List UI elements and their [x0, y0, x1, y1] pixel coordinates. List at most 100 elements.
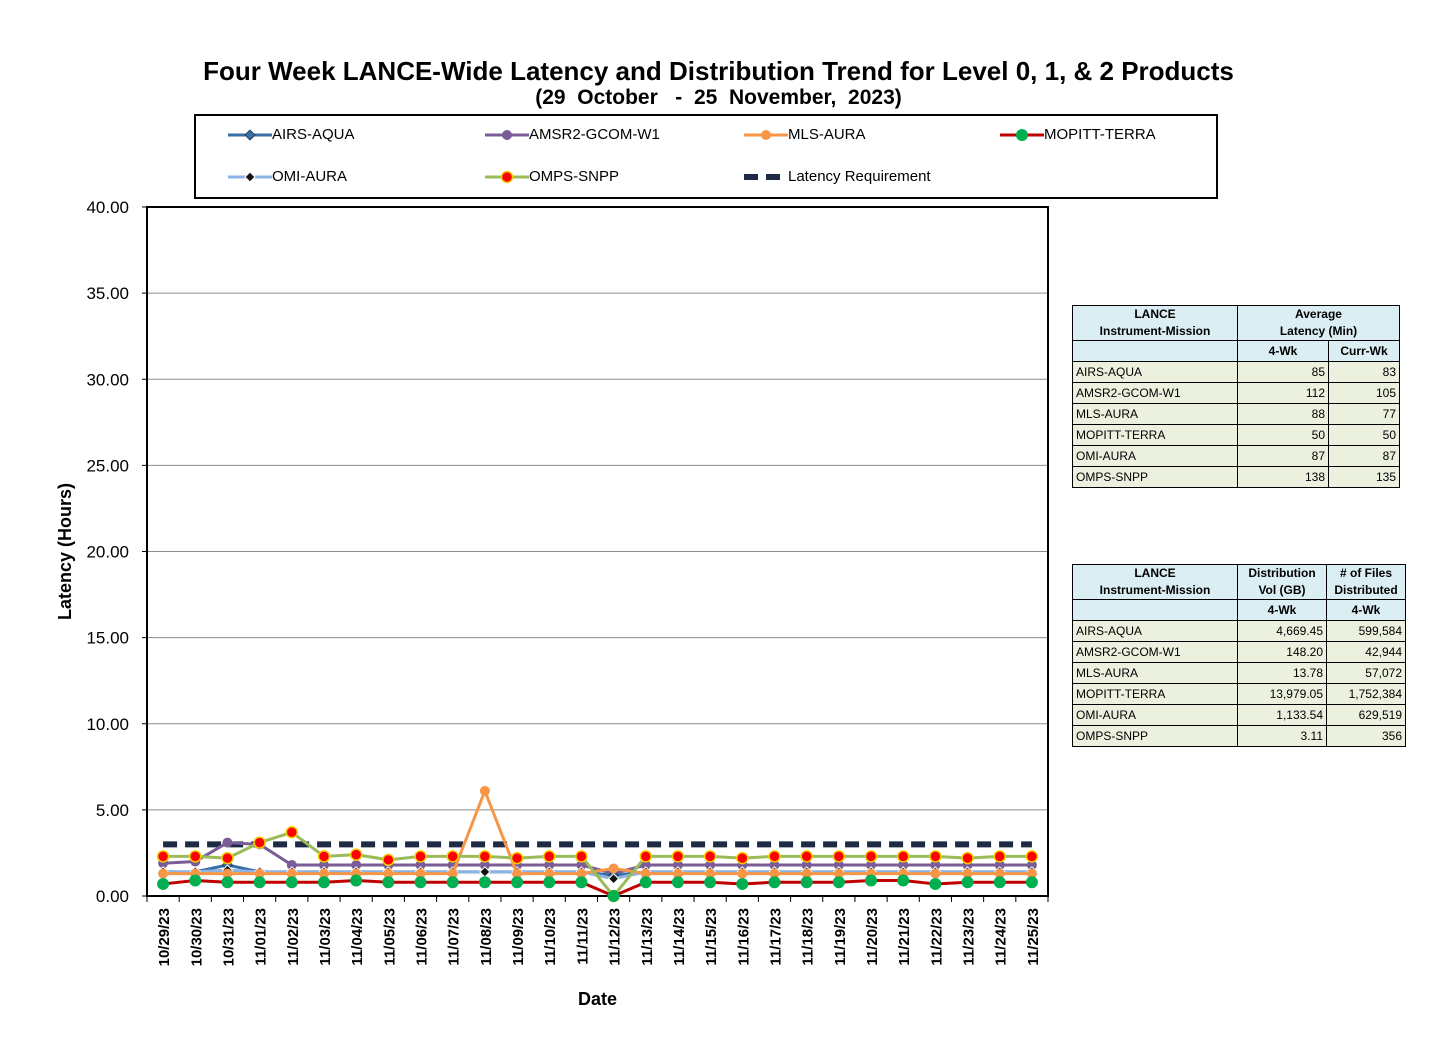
- data-point: [961, 851, 974, 865]
- series-line: [163, 830, 1032, 898]
- y-tick-label: 30.00: [86, 370, 129, 389]
- legend-label: OMI-AURA: [272, 168, 347, 185]
- instrument-cell: MLS-AURA: [1072, 662, 1238, 684]
- y-tick-label: 25.00: [86, 456, 129, 475]
- table-row: AMSR2-GCOM-W1 148.20 42,944: [1072, 641, 1406, 663]
- data-point: [382, 876, 395, 889]
- data-point: [479, 785, 490, 796]
- table-row: AIRS-AQUA 85 83: [1072, 361, 1400, 383]
- table1-header-group: Average Latency (Min): [1237, 305, 1400, 341]
- data-point: [993, 876, 1006, 889]
- data-point: [800, 850, 813, 863]
- x-tick-label: 11/17/23: [767, 908, 784, 966]
- x-tick-label: 11/16/23: [735, 908, 752, 966]
- data-point: [1025, 850, 1039, 863]
- series-line: [163, 789, 1032, 876]
- data-point: [415, 868, 426, 879]
- x-tick-label: 11/08/23: [478, 908, 495, 966]
- data-point: [703, 850, 717, 863]
- table1-header-col1: LANCE Instrument-Mission: [1072, 305, 1238, 341]
- legend-marker: [244, 171, 256, 183]
- y-tick-label: 15.00: [86, 629, 129, 648]
- data-point: [833, 859, 844, 870]
- x-tick-label: 11/11/23: [574, 908, 591, 965]
- data-point: [544, 859, 555, 870]
- legend-marker: [244, 129, 256, 141]
- data-point: [896, 850, 910, 863]
- data-point: [768, 850, 781, 863]
- data-point: [897, 874, 910, 887]
- instrument-cell: AIRS-AQUA: [1072, 620, 1238, 642]
- data-point: [446, 850, 459, 863]
- data-point: [478, 850, 492, 863]
- value-cell: 1,133.54: [1237, 704, 1327, 726]
- instrument-cell: MOPITT-TERRA: [1072, 683, 1238, 705]
- legend-label: Latency Requirement: [788, 168, 931, 185]
- data-point: [737, 868, 748, 879]
- legend-marker: [1016, 129, 1028, 141]
- value-cell: 85: [1237, 361, 1329, 383]
- instrument-cell: AMSR2-GCOM-W1: [1072, 382, 1238, 404]
- table-row: MLS-AURA 88 77: [1072, 403, 1400, 425]
- data-point: [222, 868, 233, 879]
- data-point: [575, 876, 588, 889]
- data-point: [447, 868, 458, 879]
- data-point: [510, 851, 524, 865]
- instrument-cell: OMPS-SNPP: [1072, 466, 1238, 488]
- data-point: [318, 868, 329, 879]
- data-point: [189, 874, 202, 887]
- value-cell: 629,519: [1326, 704, 1406, 726]
- data-point: [801, 868, 812, 879]
- value-cell: 42,944: [1326, 641, 1406, 663]
- value-cell: 13,979.05: [1237, 683, 1327, 705]
- chart-legend: AIRS-AQUA AMSR2-GCOM-W1 MLS-AURA MOPITT-TER…: [194, 114, 1218, 199]
- data-point: [189, 850, 202, 863]
- data-point: [158, 868, 169, 879]
- data-point: [317, 876, 330, 889]
- y-tick-label: 0.00: [96, 887, 129, 906]
- data-point: [350, 874, 363, 887]
- x-tick-label: 11/12/23: [607, 908, 624, 966]
- x-tick-label: 10/29/23: [156, 908, 173, 966]
- series-omps-snpp: [156, 826, 1039, 903]
- data-point: [222, 837, 233, 848]
- x-tick-label: 11/25/23: [1025, 908, 1042, 966]
- value-cell: 148.20: [1237, 641, 1327, 663]
- legend-label: OMPS-SNPP: [529, 168, 620, 185]
- data-point: [544, 868, 555, 879]
- series-line: [163, 841, 1032, 876]
- data-point: [993, 850, 1006, 863]
- x-axis-title: Date: [578, 989, 617, 1009]
- data-point: [671, 876, 684, 889]
- value-cell: 105: [1328, 382, 1400, 404]
- legend-swatch: [485, 170, 529, 184]
- data-point: [736, 877, 749, 890]
- data-point: [286, 868, 297, 879]
- data-point: [511, 876, 524, 889]
- data-point: [994, 859, 1005, 870]
- data-point: [286, 859, 297, 870]
- value-cell: 112: [1237, 382, 1329, 404]
- table2-subheader-files: 4-Wk: [1326, 599, 1406, 621]
- data-point: [639, 850, 653, 863]
- table-row: OMPS-SNPP 138 135: [1072, 466, 1400, 488]
- data-point: [254, 868, 265, 879]
- value-cell: 13.78: [1237, 662, 1327, 684]
- data-point: [414, 850, 427, 863]
- data-point: [414, 876, 427, 889]
- series-mls-aura: [158, 785, 1037, 879]
- data-point: [285, 826, 299, 839]
- x-tick-label: 11/06/23: [414, 908, 431, 966]
- y-tick-label: 20.00: [86, 543, 129, 562]
- instrument-cell: MOPITT-TERRA: [1072, 424, 1238, 446]
- data-point: [832, 850, 846, 863]
- legend-marker: [502, 130, 512, 140]
- data-point: [769, 868, 780, 879]
- series-mopitt-terra: [157, 874, 1038, 902]
- data-point: [575, 850, 588, 863]
- chart-title: Four Week LANCE-Wide Latency and Distrib…: [203, 56, 1234, 86]
- data-point: [1025, 876, 1038, 889]
- data-point: [285, 876, 298, 889]
- value-cell: 599,584: [1326, 620, 1406, 642]
